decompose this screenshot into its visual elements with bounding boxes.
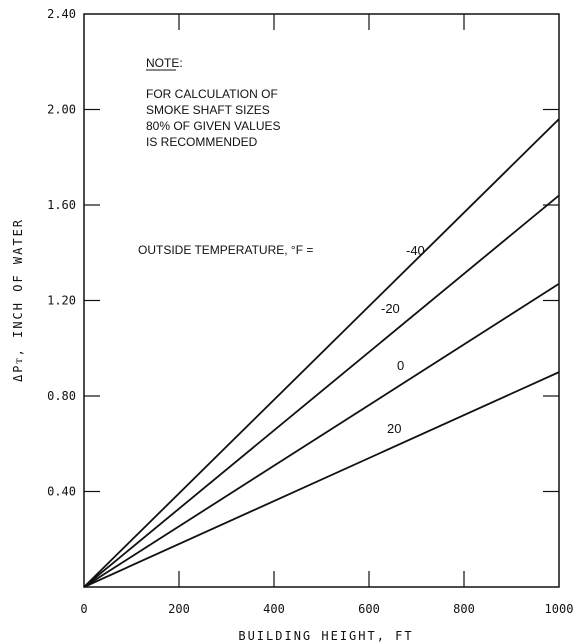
x-tick-label: 0 bbox=[80, 602, 87, 616]
series-line bbox=[83, 118, 560, 588]
x-tick-label: 200 bbox=[168, 602, 190, 616]
note-line-4: IS RECOMMENDED bbox=[146, 135, 258, 149]
series-label-minus40: -40 bbox=[406, 243, 425, 258]
y-axis-label: ΔPᴛ, INCH OF WATER bbox=[11, 218, 25, 382]
series-line bbox=[83, 283, 560, 588]
x-tick-label: 400 bbox=[263, 602, 285, 616]
x-tick-label: 600 bbox=[358, 602, 380, 616]
series-label-0: 0 bbox=[397, 358, 404, 373]
series-lines bbox=[83, 118, 560, 588]
y-tick-label: 0.40 bbox=[47, 485, 76, 499]
y-tick-label: 0.80 bbox=[47, 389, 76, 403]
y-tick-label: 2.00 bbox=[47, 103, 76, 117]
note-line-2: SMOKE SHAFT SIZES bbox=[146, 103, 270, 117]
tick-labels: 0 200 400 600 800 10000.400.801.201.602.002.4… bbox=[47, 7, 573, 616]
series-caption: OUTSIDE TEMPERATURE, °F = bbox=[138, 243, 313, 257]
series-line bbox=[83, 371, 560, 588]
x-tick-label: 800 bbox=[453, 602, 475, 616]
ticks bbox=[84, 14, 559, 587]
note-heading: NOTE: bbox=[146, 56, 183, 70]
plot-frame bbox=[83, 13, 560, 588]
y-tick-label: 1.20 bbox=[47, 294, 76, 308]
series-line bbox=[83, 194, 560, 588]
x-tick-label: 1000 bbox=[545, 602, 574, 616]
y-tick-label: 2.40 bbox=[47, 7, 76, 21]
y-tick-label: 1.60 bbox=[47, 198, 76, 212]
note-line-3: 80% OF GIVEN VALUES bbox=[146, 119, 281, 133]
x-axis-label: BUILDING HEIGHT, FT bbox=[238, 629, 413, 643]
series-label-minus20: -20 bbox=[381, 301, 400, 316]
note-line-1: FOR CALCULATION OF bbox=[146, 87, 278, 101]
series-label-20: 20 bbox=[387, 421, 401, 436]
